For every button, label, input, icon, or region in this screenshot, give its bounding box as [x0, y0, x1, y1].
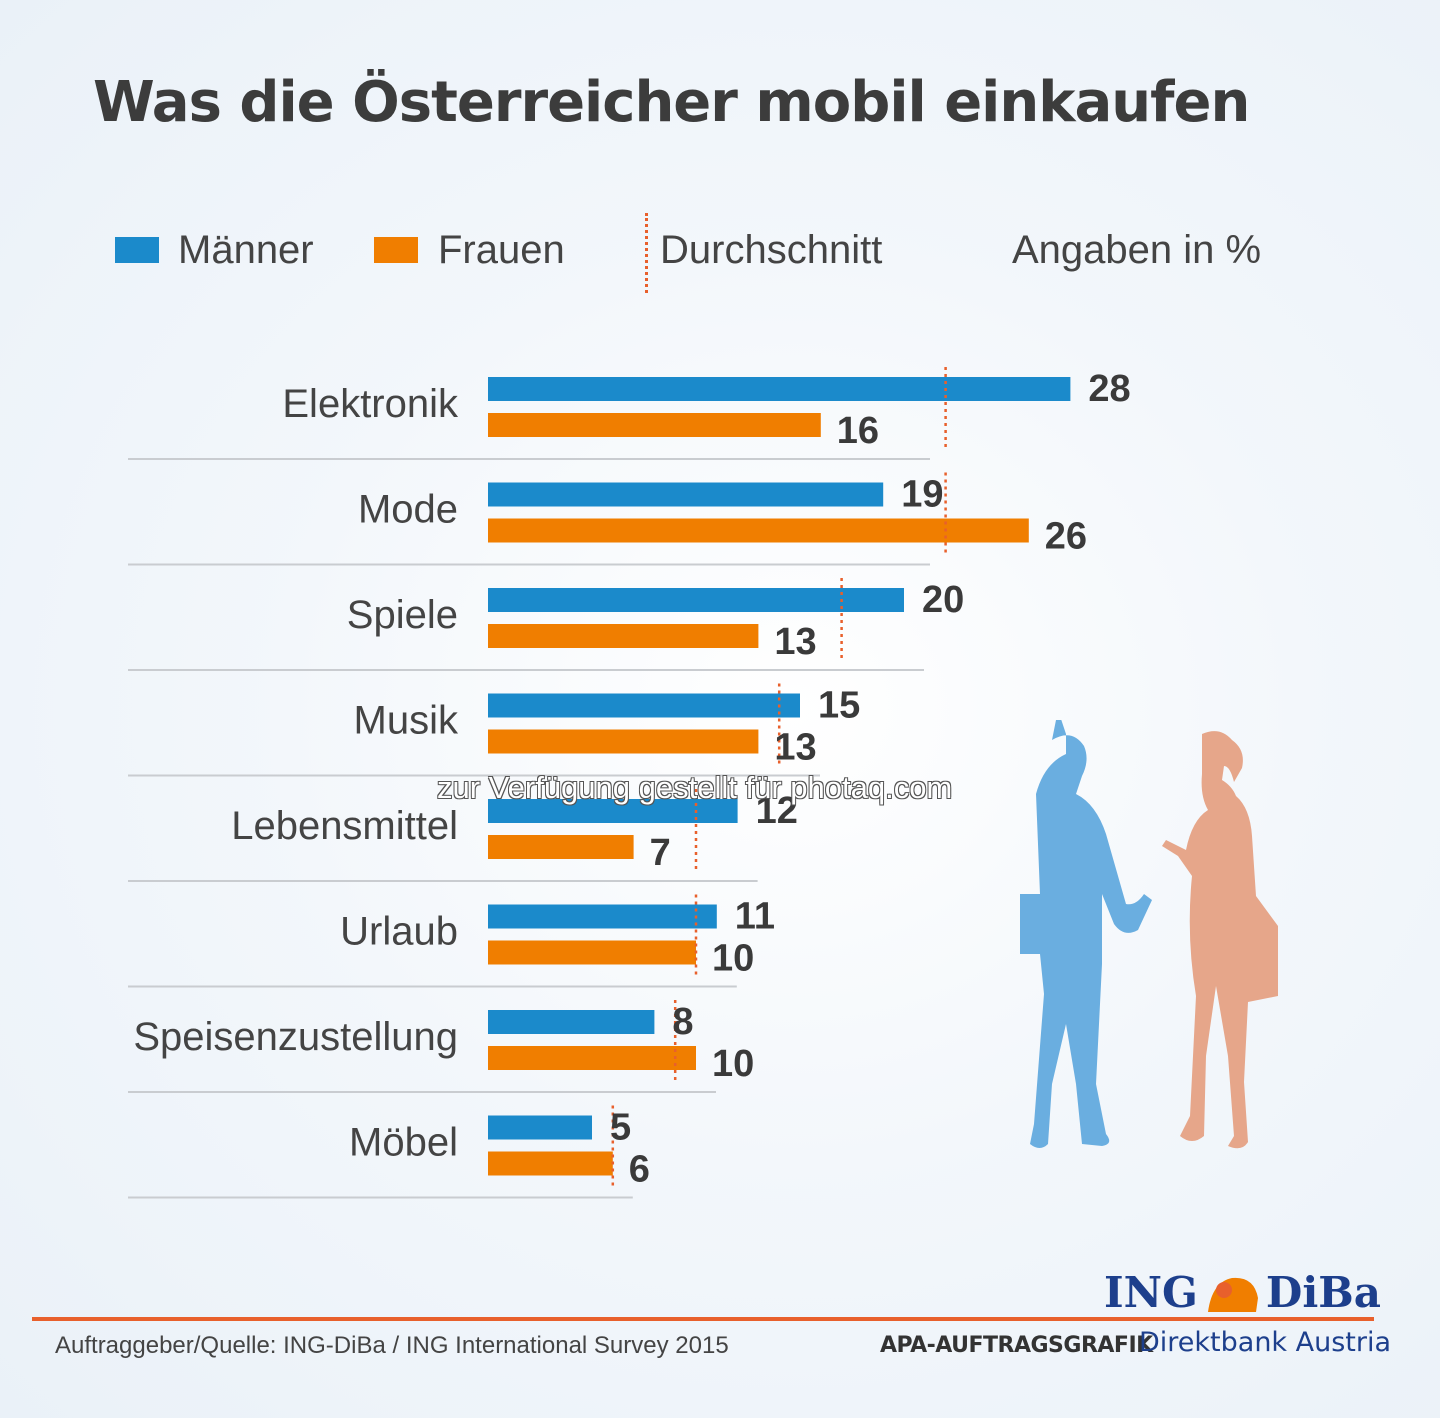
- value-label-men: 15: [818, 685, 860, 727]
- man-silhouette-icon: [1020, 720, 1152, 1148]
- bar-men: [488, 904, 717, 929]
- category-label: Mode: [358, 488, 458, 532]
- source-note: Auftraggeber/Quelle: ING-DiBa / ING Inte…: [55, 1332, 729, 1359]
- value-label-men: 20: [922, 579, 964, 621]
- bar-men: [488, 377, 1071, 401]
- bar-women: [488, 624, 759, 648]
- watermark: zur Verfügung gestellt für photaq.com: [437, 770, 953, 805]
- bar-men: [488, 482, 884, 507]
- tagline: Direktbank Austria: [1139, 1327, 1392, 1358]
- value-label-women: 6: [629, 1149, 650, 1191]
- bar-women: [488, 835, 634, 859]
- value-label-men: 19: [901, 474, 943, 516]
- value-label-women: 10: [712, 1043, 754, 1085]
- category-label: Musik: [354, 699, 459, 743]
- bar-women: [488, 413, 821, 437]
- footer-divider: [32, 1317, 1374, 1321]
- value-label-women: 10: [712, 938, 754, 980]
- legend-average-line: [645, 213, 648, 293]
- bar-men: [488, 1115, 592, 1140]
- bar-women: [488, 1046, 696, 1070]
- logo-ing-text: ING: [1104, 1268, 1198, 1317]
- bar-men: [488, 693, 800, 718]
- bar-men: [488, 1010, 655, 1034]
- legend-swatch-men: [115, 237, 159, 263]
- woman-silhouette-icon: [1162, 731, 1278, 1149]
- legend: Männer Frauen Durchschnitt Angaben in %: [0, 213, 1440, 295]
- apa-credit: APA-AUFTRAGSGRAFIK: [880, 1333, 1153, 1358]
- unit-note: Angaben in %: [1012, 228, 1262, 272]
- value-label-women: 13: [774, 621, 816, 663]
- value-label-men: 28: [1088, 368, 1130, 410]
- bar-women: [488, 518, 1029, 543]
- logo-diba-text: DiBa: [1265, 1268, 1381, 1317]
- category-label: Spiele: [347, 593, 458, 637]
- value-label-men: 11: [735, 896, 775, 938]
- lion-icon: [1202, 1276, 1262, 1316]
- bar-women: [488, 940, 696, 965]
- value-label-women: 13: [774, 727, 816, 769]
- value-label-men: 5: [610, 1107, 631, 1149]
- legend-label-women: Frauen: [438, 228, 565, 272]
- legend-swatch-women: [374, 237, 418, 263]
- value-label-men: 12: [756, 790, 798, 832]
- category-label: Elektronik: [282, 382, 459, 426]
- legend-label-average: Durchschnitt: [660, 228, 883, 272]
- value-label-women: 16: [837, 410, 879, 452]
- category-label: Möbel: [349, 1121, 458, 1165]
- category-label: Lebensmittel: [231, 804, 458, 848]
- bar-women: [488, 1151, 613, 1176]
- category-label: Urlaub: [340, 910, 458, 954]
- chart-title: Was die Österreicher mobil einkaufen: [93, 70, 1250, 135]
- legend-label-men: Männer: [178, 228, 314, 272]
- value-label-women: 26: [1045, 516, 1087, 558]
- shoppers-illustration: [1020, 720, 1278, 1149]
- value-label-men: 8: [672, 1001, 693, 1043]
- ing-diba-logo: ING DiBa: [1104, 1268, 1381, 1317]
- value-label-women: 7: [650, 832, 671, 874]
- bar-men: [488, 588, 904, 612]
- category-label: Speisenzustellung: [133, 1015, 458, 1059]
- bar-women: [488, 729, 759, 754]
